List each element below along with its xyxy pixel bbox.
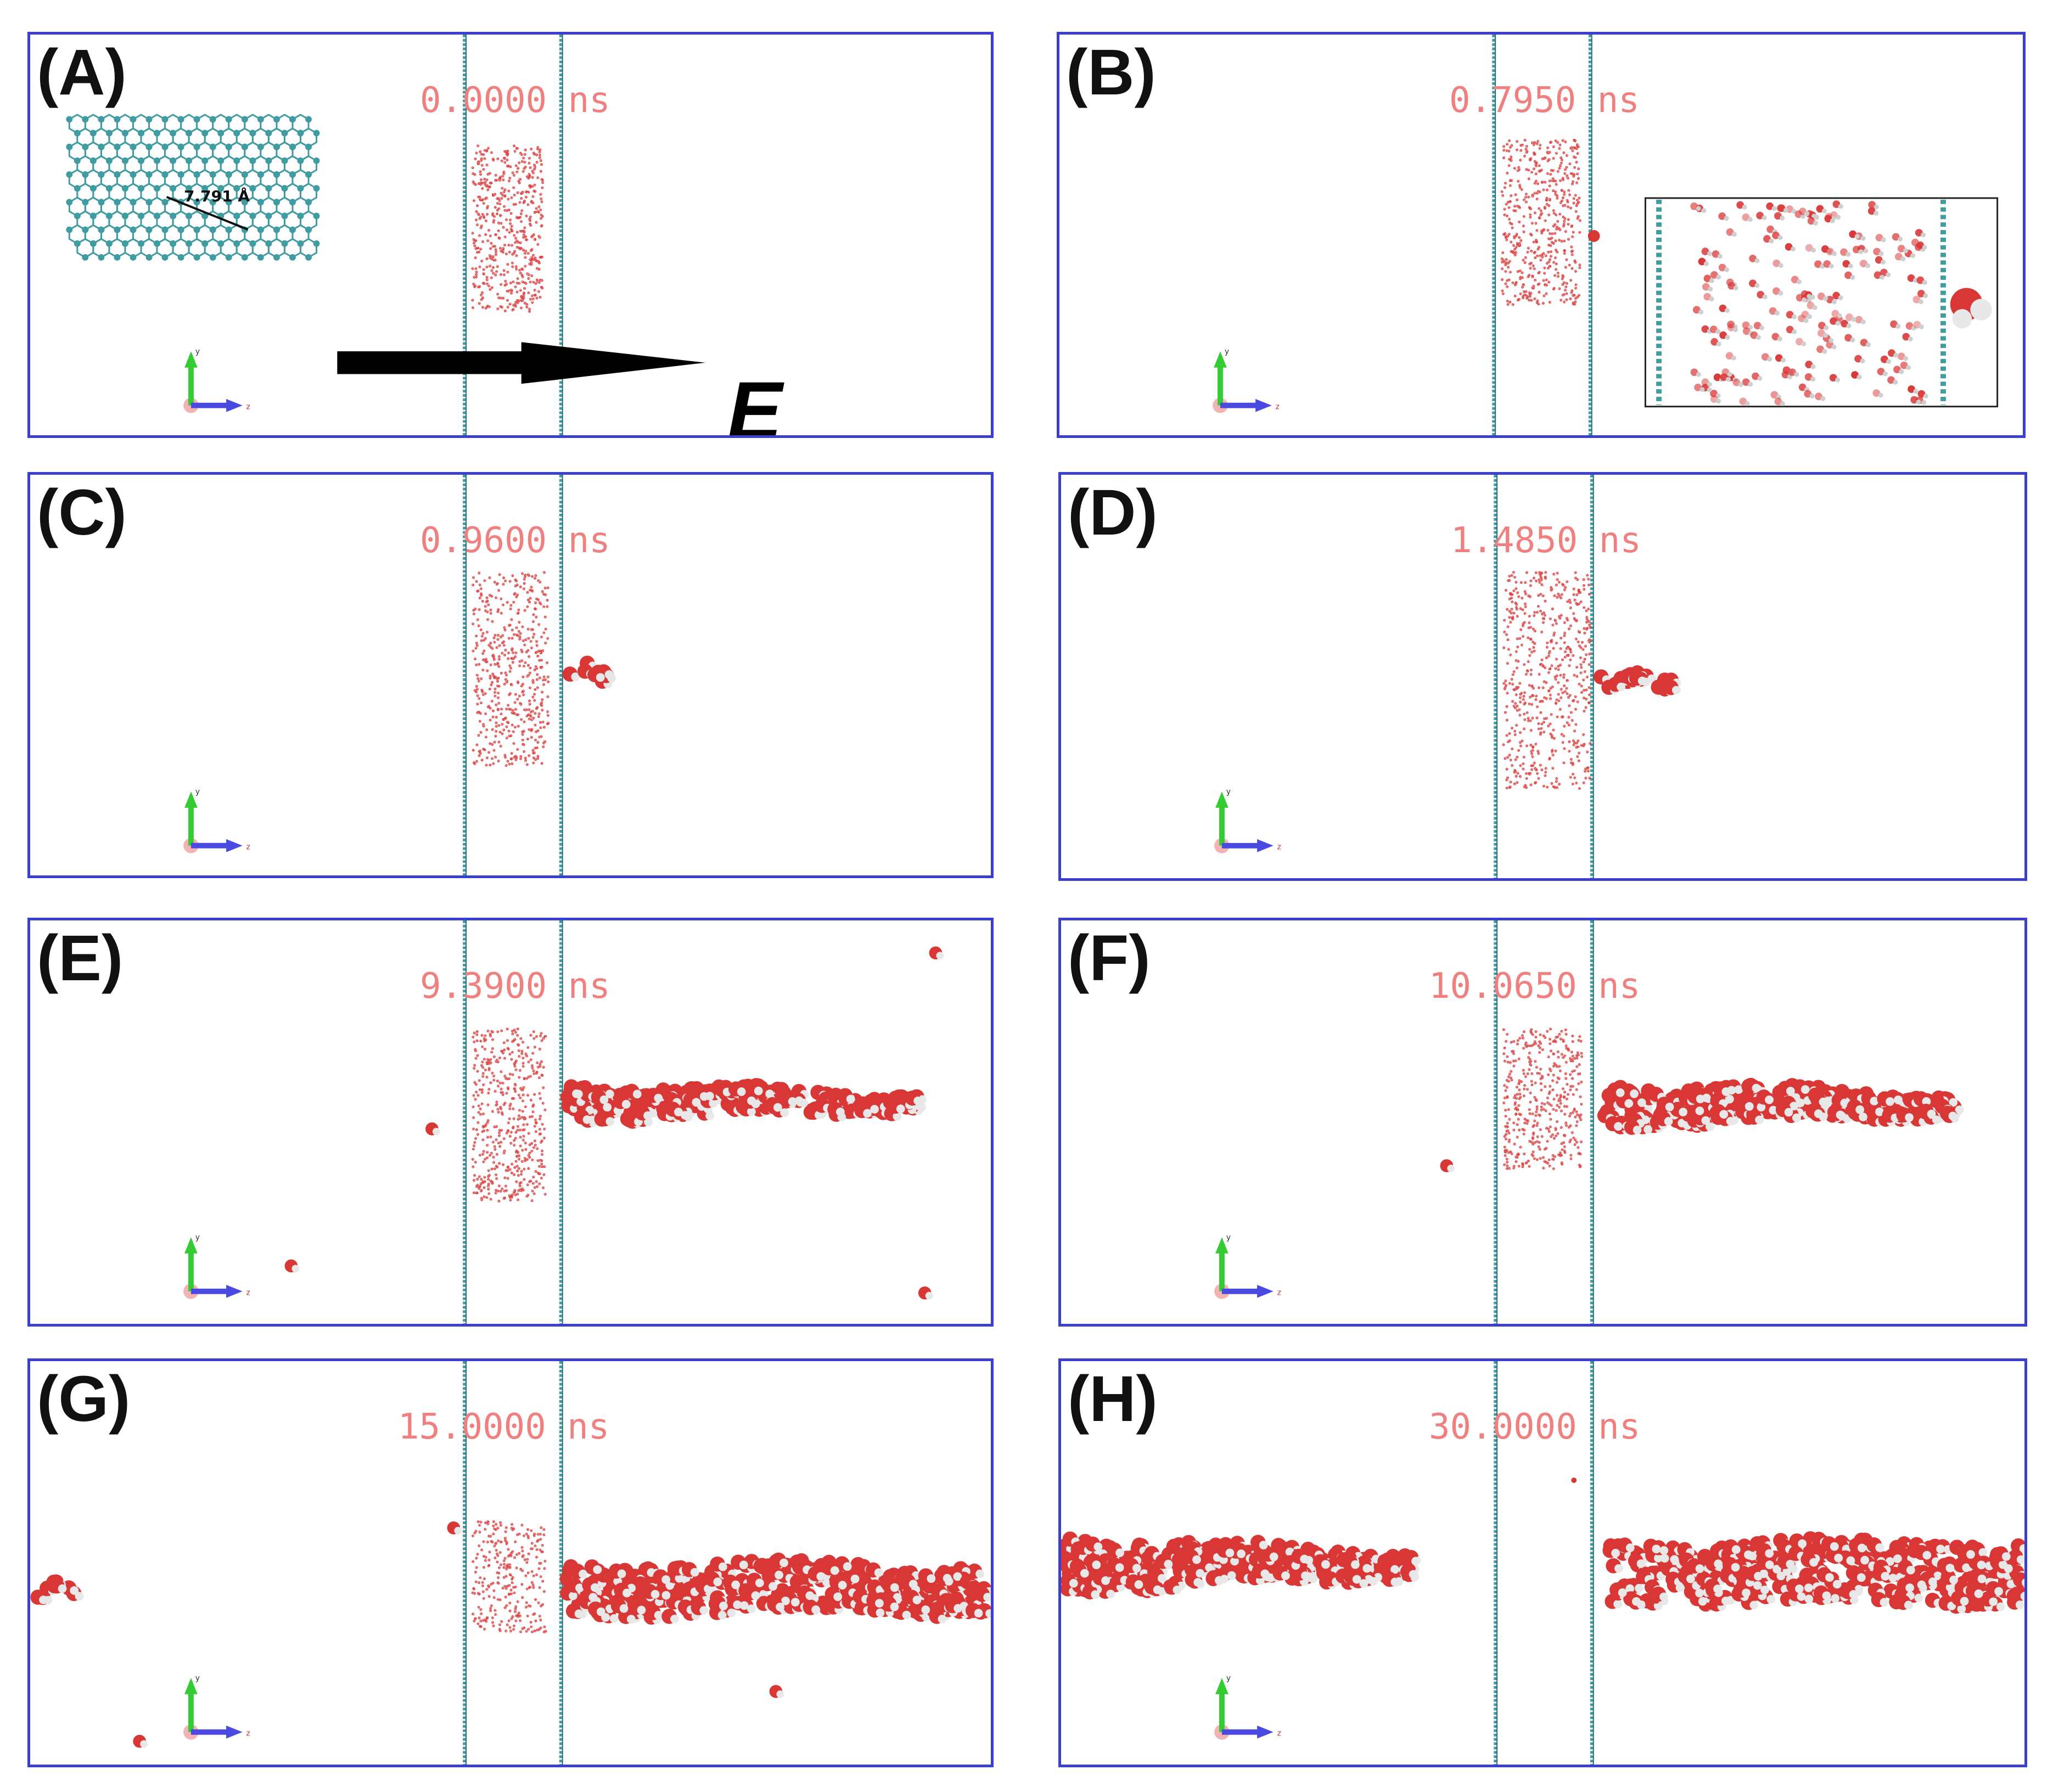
axis-triad-icon: yz — [183, 347, 250, 413]
panel-label: (B) — [1066, 36, 1156, 109]
panel-label: (A) — [37, 36, 127, 109]
simulation-time-label: 10.0650 ns — [1429, 966, 1641, 1007]
graphene-walls — [1494, 475, 1594, 878]
svg-text:y: y — [1225, 347, 1229, 356]
panel-c-scene: yz — [183, 475, 616, 875]
graphene-walls — [463, 475, 563, 875]
simulation-time-label: 9.3900 ns — [420, 966, 610, 1007]
simulation-time-label: 0.9600 ns — [420, 520, 610, 561]
water-slab — [471, 1520, 547, 1633]
water-slab — [471, 1027, 547, 1203]
graphene-walls — [1494, 1361, 1594, 1765]
panel-label: (G) — [37, 1363, 131, 1435]
panel-label: (D) — [1068, 476, 1158, 549]
water-slab — [1501, 571, 1592, 790]
panel-label: (H) — [1068, 1363, 1158, 1435]
axis-triad-icon: yz — [1214, 1674, 1281, 1740]
axis-triad-icon: yz — [1214, 788, 1281, 853]
panel-f-scene: yz — [1214, 920, 1964, 1324]
axis-triad-icon: yz — [183, 1233, 250, 1299]
svg-text:z: z — [246, 403, 250, 412]
water-slab — [1502, 1027, 1584, 1171]
electric-field-label: E — [727, 364, 783, 438]
water-chain — [1440, 1077, 1964, 1172]
simulation-time-label: 15.0000 ns — [398, 1407, 610, 1447]
axis-triad-icon: yz — [183, 788, 250, 853]
graphene-sheet-inset — [66, 114, 320, 261]
panel-h-scene: yz — [1061, 1361, 2024, 1765]
panel-b-scene: yz — [1213, 35, 1999, 435]
graphene-walls — [463, 920, 563, 1324]
water-chain — [30, 1521, 991, 1748]
svg-text:z: z — [1276, 403, 1280, 412]
axis-triad-icon: yz — [183, 1674, 250, 1740]
simulation-time-label: 0.7950 ns — [1449, 80, 1640, 121]
water-chain — [562, 655, 616, 689]
svg-text:z: z — [246, 843, 250, 852]
axis-triad-icon: yz — [1213, 347, 1280, 413]
simulation-time-label: 0.0000 ns — [420, 80, 610, 121]
water-slab — [1500, 138, 1581, 306]
electric-field-arrow — [337, 342, 706, 384]
simulation-time-label: 30.0000 ns — [1429, 1407, 1641, 1447]
water-chain — [1061, 1478, 2024, 1614]
panel-d-scene: yz — [1214, 475, 1681, 878]
water-slab — [471, 144, 545, 313]
simulation-time-label: 1.4850 ns — [1451, 520, 1641, 561]
svg-text:y: y — [195, 788, 200, 796]
water-chain — [1593, 665, 1681, 697]
water-molecule — [1588, 230, 1600, 242]
zoom-inset — [1644, 197, 1999, 408]
axis-triad-icon: yz — [1214, 1233, 1281, 1299]
graphene-walls — [1494, 920, 1594, 1324]
panel-e-scene: yz — [183, 920, 944, 1324]
pore-distance-label: 7.791 Å — [184, 187, 250, 205]
water-slab — [471, 571, 550, 767]
svg-text:y: y — [195, 347, 200, 356]
pore-distance-line — [166, 196, 249, 231]
panel-label: (E) — [37, 922, 124, 995]
panel-label: (C) — [37, 476, 127, 549]
graphene-walls — [463, 1361, 563, 1765]
panel-g-scene: yz — [30, 1361, 991, 1765]
panel-label: (F) — [1068, 922, 1151, 995]
panel-a-scene: yz — [66, 35, 706, 435]
water-chain — [284, 946, 944, 1300]
